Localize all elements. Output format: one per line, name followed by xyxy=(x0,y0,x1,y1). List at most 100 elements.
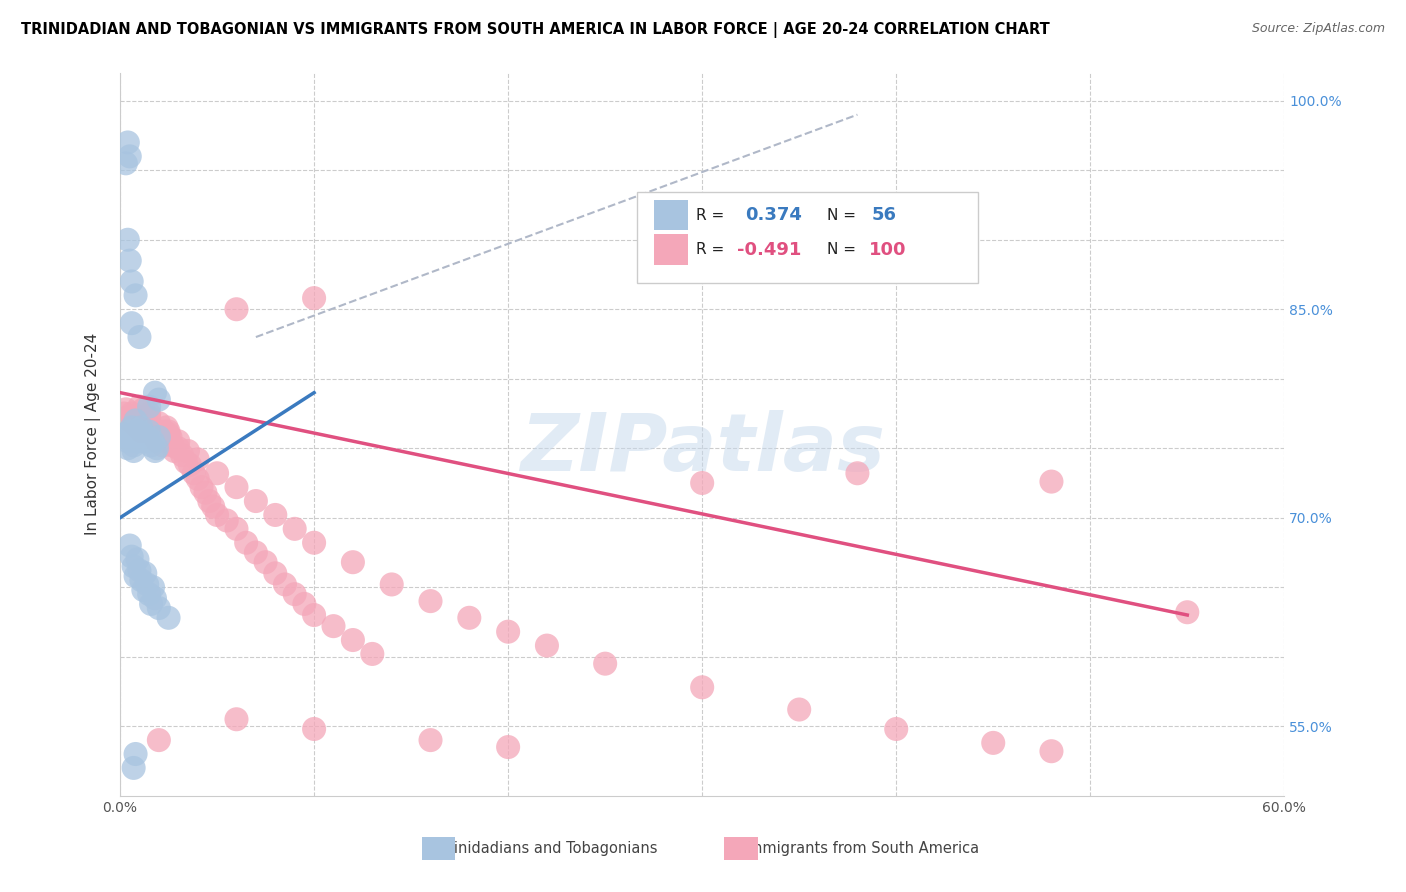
Point xyxy=(128,416,150,430)
Point xyxy=(177,444,200,458)
Point xyxy=(146,434,169,449)
Point xyxy=(167,442,190,456)
Point xyxy=(143,591,166,606)
Point xyxy=(122,444,145,458)
Point xyxy=(152,438,174,452)
Y-axis label: In Labor Force | Age 20-24: In Labor Force | Age 20-24 xyxy=(86,334,101,535)
Point xyxy=(198,494,221,508)
Point xyxy=(139,438,162,452)
Point xyxy=(132,427,155,442)
Point xyxy=(148,425,170,439)
Point xyxy=(138,587,160,601)
Point xyxy=(139,420,162,434)
Point xyxy=(117,136,139,150)
Point xyxy=(127,552,149,566)
Point xyxy=(787,702,810,716)
Point xyxy=(136,577,159,591)
Point xyxy=(118,253,141,268)
Point xyxy=(124,410,146,425)
Point xyxy=(157,611,180,625)
Point xyxy=(143,430,166,444)
Point xyxy=(1040,744,1063,758)
Point xyxy=(128,425,150,439)
Point xyxy=(342,633,364,648)
Point xyxy=(131,420,153,434)
Point xyxy=(536,639,558,653)
Point xyxy=(127,434,149,449)
Point xyxy=(124,288,146,302)
Point xyxy=(225,522,247,536)
Point xyxy=(156,420,179,434)
Point xyxy=(157,425,180,439)
Point xyxy=(138,400,160,414)
Text: -0.491: -0.491 xyxy=(737,241,801,259)
Point xyxy=(254,555,277,569)
Text: Source: ZipAtlas.com: Source: ZipAtlas.com xyxy=(1251,22,1385,36)
Text: Trinidadians and Tobagonians: Trinidadians and Tobagonians xyxy=(427,841,658,856)
Point xyxy=(167,434,190,449)
Point xyxy=(134,566,156,581)
Point xyxy=(117,434,139,449)
Point xyxy=(225,302,247,317)
Point xyxy=(342,555,364,569)
Point xyxy=(131,425,153,439)
Point xyxy=(124,430,146,444)
Point xyxy=(142,434,165,449)
Point xyxy=(148,430,170,444)
Point xyxy=(225,480,247,494)
Point xyxy=(162,438,184,452)
Point xyxy=(138,425,160,439)
Point xyxy=(117,442,139,456)
Point xyxy=(419,594,441,608)
Point xyxy=(139,597,162,611)
Point xyxy=(148,733,170,747)
Point xyxy=(183,467,205,481)
Point xyxy=(118,149,141,163)
Point xyxy=(118,425,141,439)
Point xyxy=(117,410,139,425)
Point xyxy=(138,407,160,421)
Point xyxy=(149,430,172,444)
Point xyxy=(215,514,238,528)
Point xyxy=(121,420,143,434)
Text: ZIPatlas: ZIPatlas xyxy=(520,409,884,488)
Point xyxy=(121,549,143,564)
Point xyxy=(131,574,153,588)
Point xyxy=(136,416,159,430)
Point xyxy=(121,275,143,289)
Point xyxy=(190,480,212,494)
Point xyxy=(134,434,156,449)
Point xyxy=(302,535,325,549)
Point xyxy=(496,624,519,639)
Text: N =: N = xyxy=(827,242,856,257)
Point xyxy=(122,438,145,452)
Text: Immigrants from South America: Immigrants from South America xyxy=(730,841,979,856)
Point xyxy=(121,434,143,449)
Point xyxy=(245,494,267,508)
Point xyxy=(274,577,297,591)
Point xyxy=(128,430,150,444)
Point xyxy=(302,722,325,736)
Point xyxy=(302,291,325,305)
Point xyxy=(112,427,135,442)
Point xyxy=(115,430,138,444)
Point xyxy=(112,407,135,421)
Point xyxy=(163,444,186,458)
Point xyxy=(159,430,181,444)
Point xyxy=(124,413,146,427)
Point xyxy=(202,500,225,514)
Point xyxy=(142,580,165,594)
Point xyxy=(292,597,315,611)
Point xyxy=(122,559,145,574)
Point xyxy=(157,427,180,442)
Text: R =: R = xyxy=(696,242,724,257)
Point xyxy=(496,740,519,755)
Point xyxy=(194,485,217,500)
Point xyxy=(225,712,247,726)
Point xyxy=(146,442,169,456)
Point xyxy=(1040,475,1063,489)
Point xyxy=(174,455,197,469)
Point xyxy=(235,535,257,549)
Point xyxy=(124,747,146,761)
Point xyxy=(128,400,150,414)
